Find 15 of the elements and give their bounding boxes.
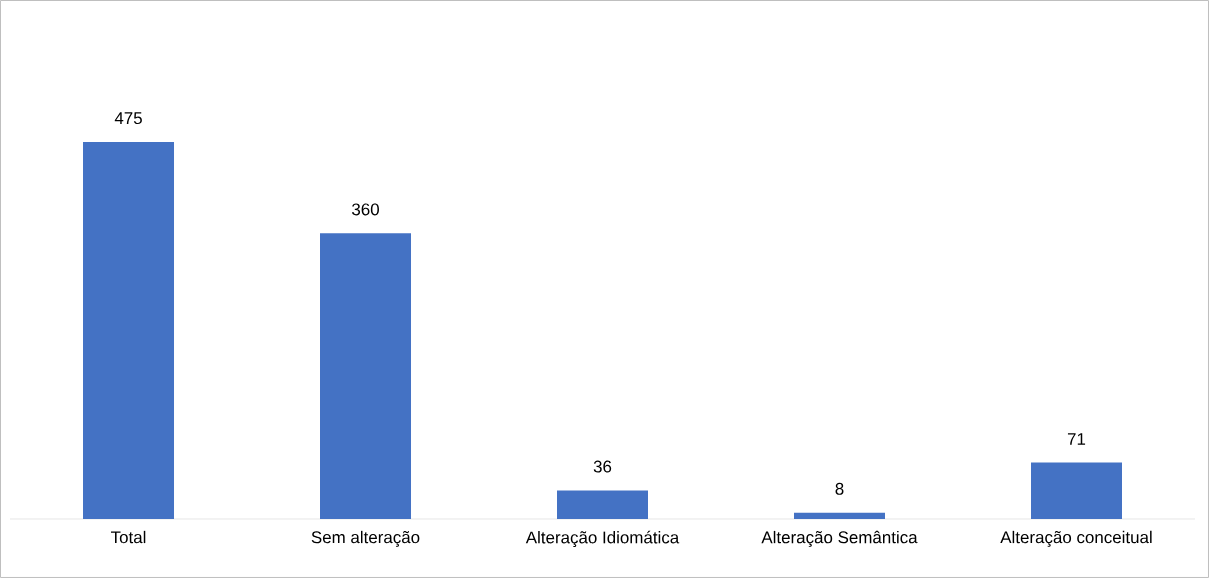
bar — [557, 490, 648, 519]
x-tick-label: Sem alteração — [311, 530, 420, 547]
bar — [320, 233, 412, 519]
data-label: 360 — [352, 203, 379, 216]
data-label: 475 — [114, 112, 142, 125]
bar — [1031, 462, 1122, 519]
bar — [83, 141, 175, 519]
data-label: 36 — [593, 460, 612, 473]
x-tick-label: Alteração conceitual — [1000, 530, 1152, 547]
data-label: 71 — [1067, 433, 1086, 445]
x-tick-label: Alteração Idiomática — [525, 530, 680, 547]
data-label: 8 — [835, 482, 844, 495]
x-tick-label: Total — [111, 530, 146, 544]
bar — [794, 512, 885, 519]
x-tick-label: Alteração Semântica — [761, 530, 918, 547]
